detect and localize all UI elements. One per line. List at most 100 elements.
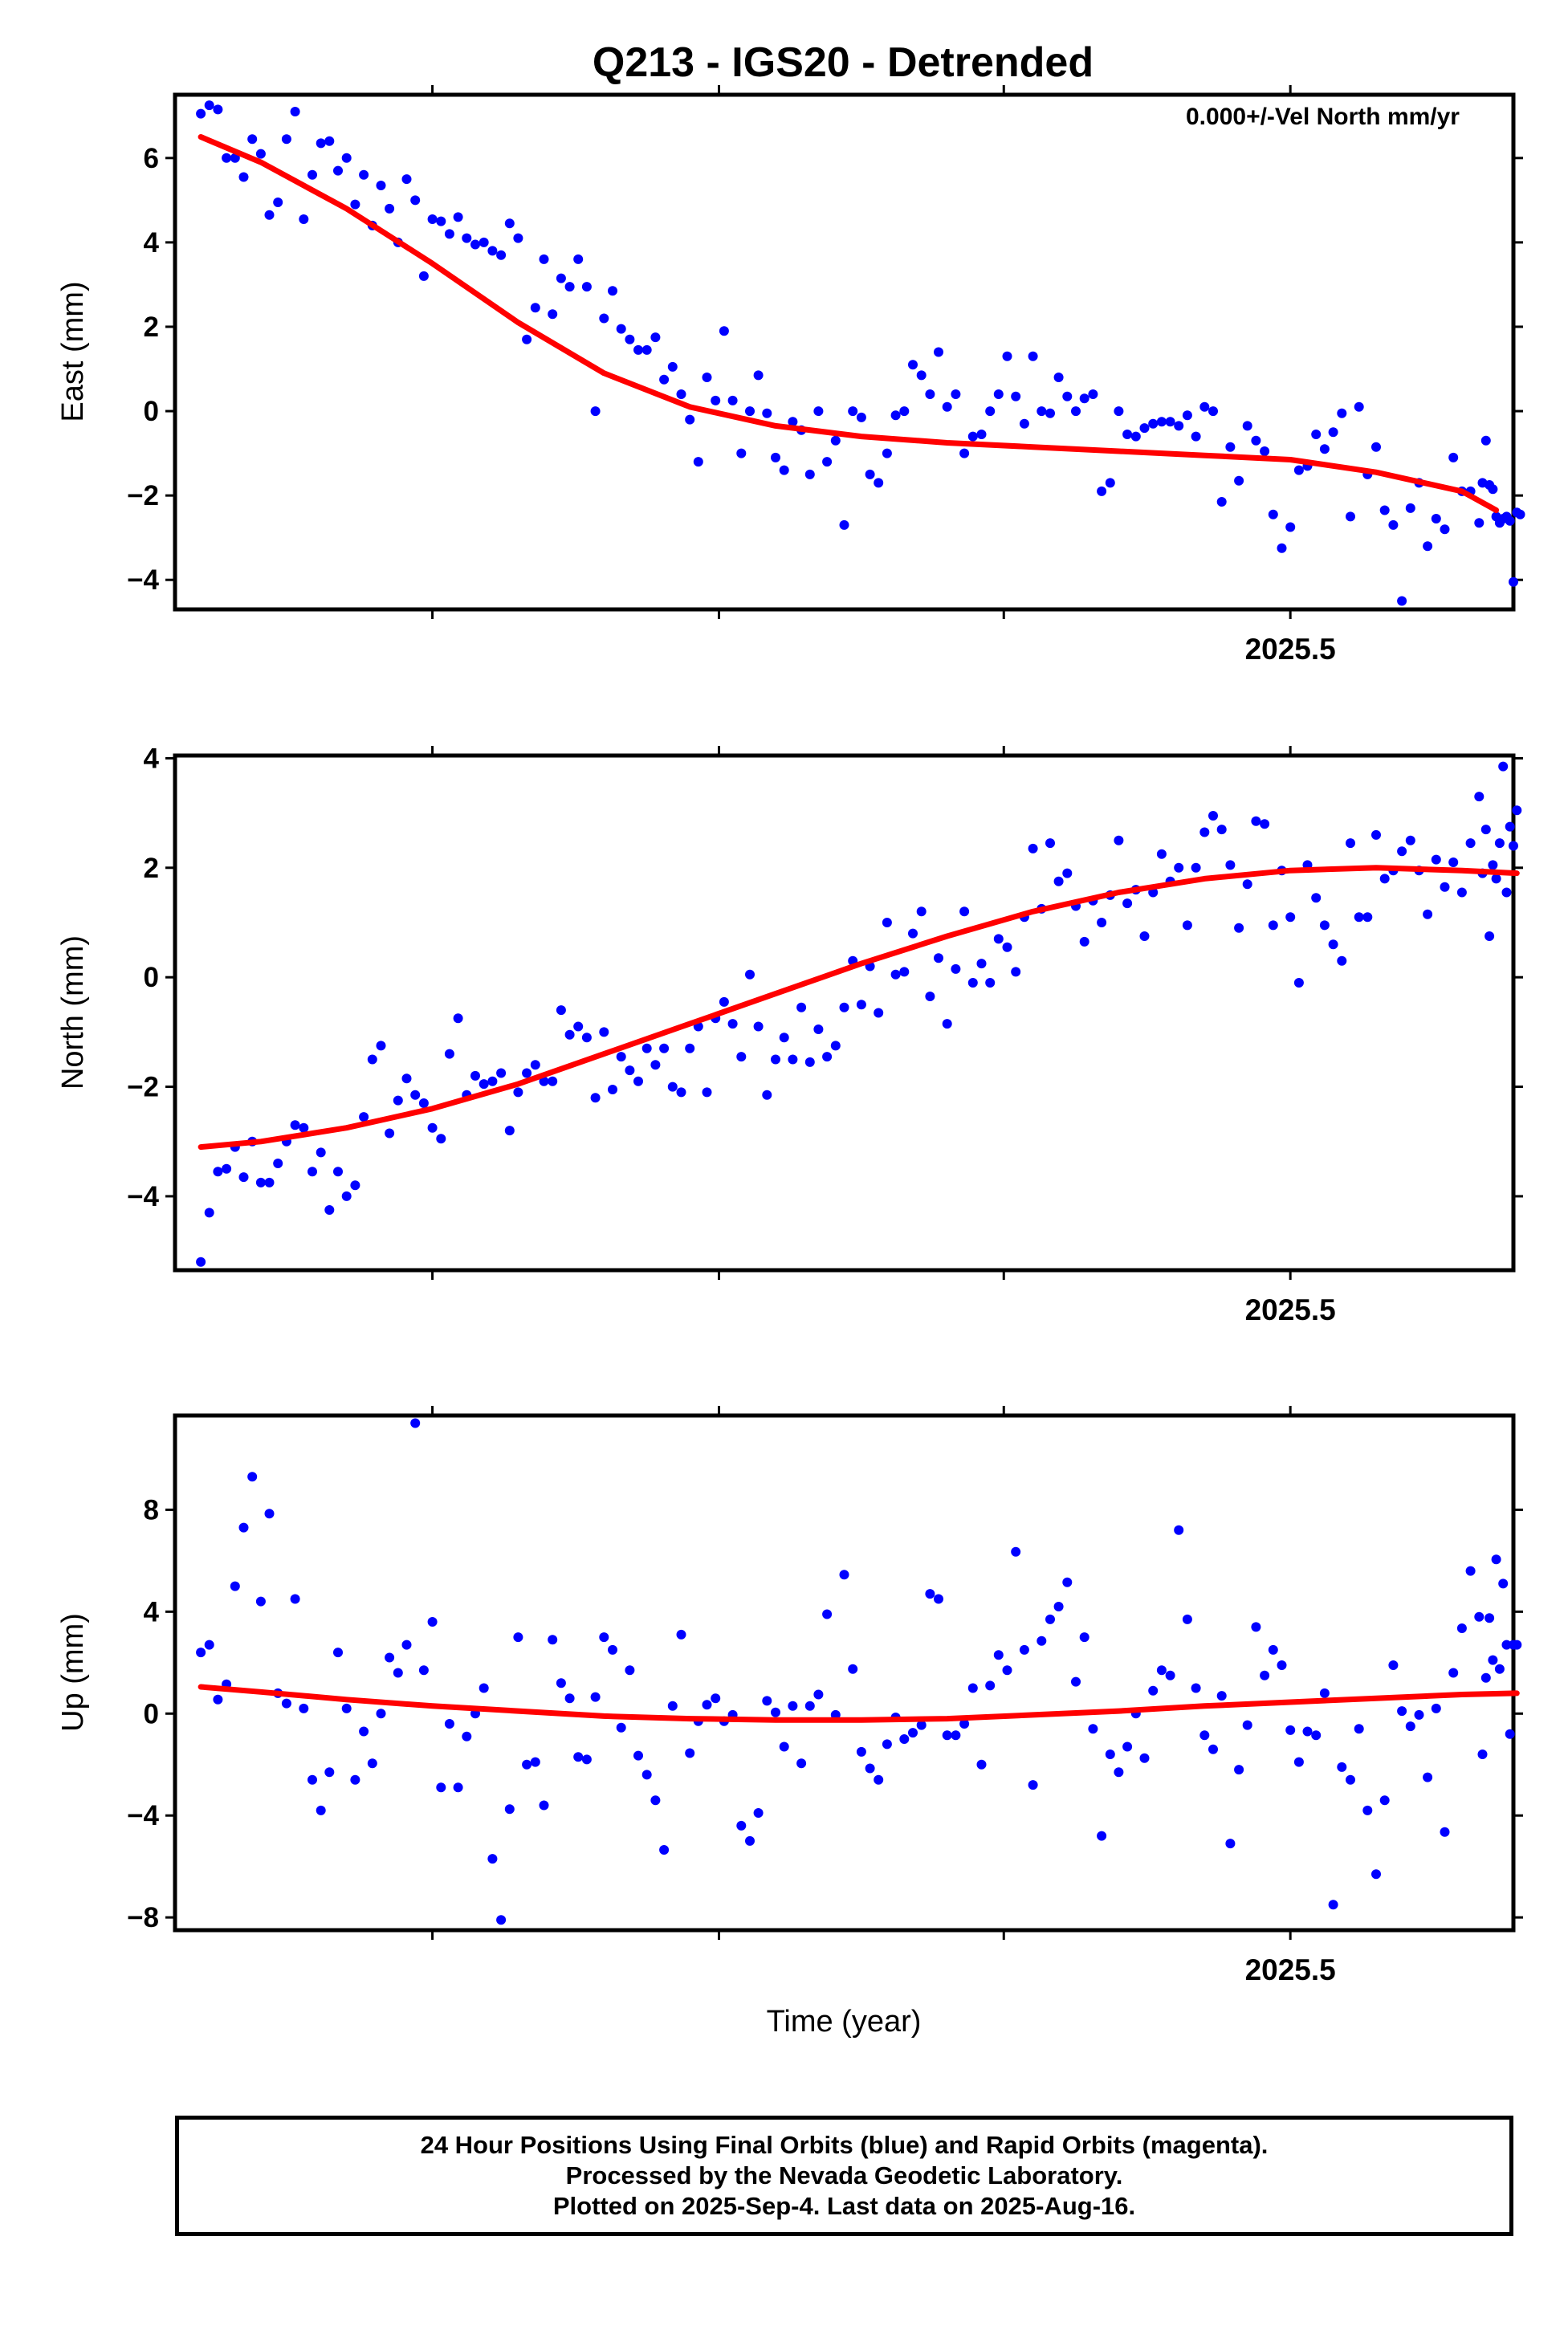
data-point bbox=[324, 1205, 335, 1215]
data-point bbox=[1456, 1623, 1467, 1633]
data-point bbox=[1242, 1720, 1252, 1730]
data-point bbox=[916, 906, 927, 917]
data-point bbox=[993, 389, 1004, 399]
data-point bbox=[273, 1159, 283, 1168]
data-point bbox=[1379, 1795, 1390, 1806]
x-tick-label: 2025.5 bbox=[1245, 1953, 1336, 1986]
data-point bbox=[359, 1726, 369, 1737]
data-point bbox=[385, 203, 395, 214]
data-point bbox=[1216, 825, 1227, 835]
data-point bbox=[238, 1172, 249, 1183]
data-point bbox=[1509, 841, 1518, 851]
data-point bbox=[1414, 1709, 1424, 1720]
data-point bbox=[1512, 1640, 1522, 1650]
data-point bbox=[1397, 1706, 1407, 1717]
data-point bbox=[264, 1177, 275, 1187]
data-point bbox=[659, 1043, 670, 1053]
data-point bbox=[1011, 391, 1021, 401]
data-point bbox=[599, 1027, 609, 1037]
data-point bbox=[350, 1774, 360, 1785]
data-point bbox=[1045, 838, 1055, 849]
data-point bbox=[1216, 1691, 1227, 1701]
data-point bbox=[1071, 1676, 1081, 1687]
data-point bbox=[470, 1070, 480, 1081]
data-point bbox=[247, 1472, 258, 1482]
data-point bbox=[1515, 509, 1525, 519]
data-point bbox=[1208, 1744, 1218, 1754]
data-point bbox=[496, 1068, 507, 1078]
data-point bbox=[264, 1509, 275, 1519]
data-point bbox=[762, 408, 772, 418]
data-point bbox=[273, 198, 283, 207]
data-point bbox=[633, 1750, 643, 1761]
data-point bbox=[1191, 1683, 1201, 1693]
data-point bbox=[1285, 1725, 1296, 1735]
data-point bbox=[1440, 1827, 1450, 1837]
data-point bbox=[1019, 418, 1029, 429]
data-point bbox=[1225, 860, 1236, 870]
data-point bbox=[711, 395, 721, 405]
y-tick-label: −2 bbox=[127, 1072, 159, 1103]
data-point bbox=[1062, 1577, 1073, 1587]
data-point bbox=[1019, 1644, 1029, 1655]
data-point bbox=[1319, 444, 1330, 454]
data-point bbox=[324, 136, 335, 146]
data-point bbox=[401, 1073, 412, 1084]
data-point bbox=[1491, 874, 1501, 884]
data-point bbox=[967, 1683, 978, 1693]
data-point bbox=[213, 104, 223, 115]
data-point bbox=[1371, 829, 1381, 840]
data-point bbox=[796, 1758, 807, 1769]
data-point bbox=[899, 1734, 910, 1744]
data-point bbox=[513, 233, 523, 243]
data-point bbox=[1079, 393, 1089, 404]
data-point bbox=[1494, 1664, 1505, 1674]
y-tick-label: 2 bbox=[144, 312, 159, 343]
data-point bbox=[908, 928, 918, 939]
data-point bbox=[222, 153, 232, 163]
data-point bbox=[504, 218, 515, 229]
data-point bbox=[573, 1752, 584, 1762]
data-point bbox=[1053, 373, 1064, 382]
data-point bbox=[1191, 862, 1201, 873]
data-point bbox=[667, 361, 678, 372]
data-point bbox=[410, 195, 421, 206]
data-point bbox=[993, 934, 1004, 944]
data-point bbox=[367, 1054, 377, 1065]
data-point bbox=[1354, 1724, 1364, 1734]
data-point bbox=[401, 1640, 412, 1650]
data-point bbox=[951, 1730, 961, 1741]
data-point bbox=[702, 373, 712, 382]
data-point bbox=[573, 1021, 584, 1032]
data-point bbox=[487, 246, 498, 256]
data-point bbox=[1431, 854, 1441, 865]
data-point bbox=[1208, 406, 1218, 417]
data-point bbox=[959, 1719, 970, 1729]
data-point bbox=[1405, 835, 1415, 845]
data-point bbox=[1045, 1614, 1055, 1624]
data-point bbox=[1423, 909, 1433, 919]
footer-line-plotted: Plotted on 2025-Sep-4. Last data on 2025… bbox=[552, 2192, 1136, 2220]
y-tick-label: 8 bbox=[144, 1494, 159, 1525]
data-point bbox=[1397, 596, 1407, 606]
y-tick-label: 2 bbox=[144, 853, 159, 884]
y-tick-label: 0 bbox=[144, 1698, 159, 1729]
data-point bbox=[874, 1008, 884, 1018]
data-point bbox=[1311, 430, 1322, 439]
data-point bbox=[290, 1594, 300, 1604]
data-point bbox=[1448, 452, 1459, 462]
plot-frame bbox=[173, 753, 1516, 1273]
data-point bbox=[1156, 417, 1167, 427]
data-point bbox=[1512, 805, 1522, 816]
y-tick-label: −8 bbox=[127, 1902, 159, 1933]
fit-line bbox=[198, 134, 1500, 513]
data-point bbox=[470, 239, 480, 250]
data-point bbox=[608, 1085, 617, 1094]
y-tick-label: −4 bbox=[127, 1181, 159, 1212]
data-point bbox=[1311, 1730, 1322, 1741]
data-point bbox=[745, 969, 755, 980]
data-point bbox=[238, 1522, 249, 1533]
data-point bbox=[539, 254, 549, 264]
data-point bbox=[745, 1835, 755, 1846]
data-point bbox=[1319, 920, 1330, 931]
